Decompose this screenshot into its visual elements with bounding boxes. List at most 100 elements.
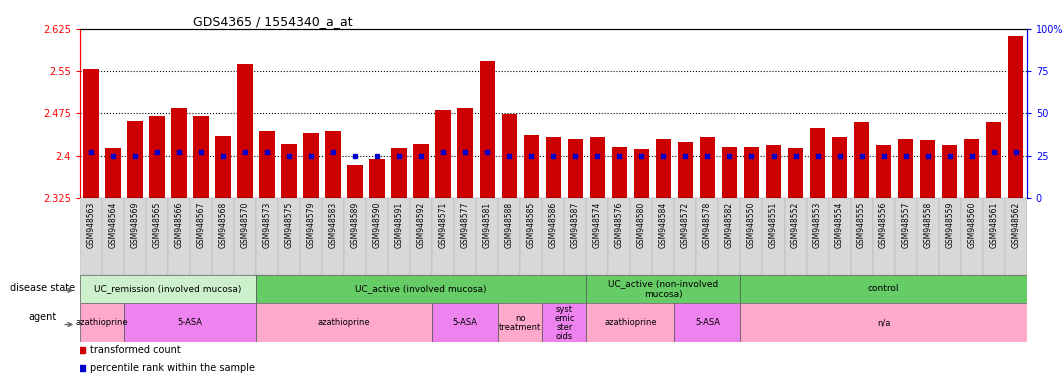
Bar — [281, 144, 297, 198]
Text: GSM948570: GSM948570 — [240, 202, 249, 248]
Text: no
treatment: no treatment — [499, 314, 542, 331]
Bar — [256, 303, 432, 342]
Bar — [458, 108, 472, 198]
Bar — [523, 135, 539, 198]
Bar — [850, 198, 872, 275]
Bar — [194, 116, 209, 198]
Bar — [920, 140, 935, 198]
Bar — [787, 148, 803, 198]
Text: GSM948592: GSM948592 — [417, 202, 426, 248]
Bar — [1004, 198, 1027, 275]
Bar — [260, 131, 275, 198]
Bar — [344, 198, 366, 275]
Text: GSM948585: GSM948585 — [527, 202, 536, 248]
Bar — [326, 131, 340, 198]
Bar — [630, 198, 652, 275]
Bar — [171, 108, 186, 198]
Text: UC_remission (involved mucosa): UC_remission (involved mucosa) — [95, 285, 242, 293]
Text: 5-ASA: 5-ASA — [178, 318, 202, 327]
Bar — [983, 198, 1004, 275]
Bar — [388, 198, 410, 275]
Text: GSM948567: GSM948567 — [197, 202, 205, 248]
Text: n/a: n/a — [877, 318, 891, 327]
Text: GSM948559: GSM948559 — [945, 202, 954, 248]
Text: GSM948580: GSM948580 — [637, 202, 646, 248]
Bar — [986, 122, 1001, 198]
Bar — [322, 198, 344, 275]
Text: GSM948591: GSM948591 — [395, 202, 403, 248]
Bar — [784, 198, 807, 275]
Text: GSM948566: GSM948566 — [174, 202, 183, 248]
Text: GSM948562: GSM948562 — [1011, 202, 1020, 248]
Bar — [564, 198, 586, 275]
Text: GSM948555: GSM948555 — [858, 202, 866, 248]
Text: transformed count: transformed count — [90, 345, 181, 356]
Text: GSM948579: GSM948579 — [306, 202, 316, 248]
Bar — [435, 110, 451, 198]
Text: GSM948565: GSM948565 — [152, 202, 162, 248]
Bar — [586, 303, 675, 342]
Bar — [546, 137, 561, 198]
Text: GSM948554: GSM948554 — [835, 202, 844, 248]
Text: GSM948590: GSM948590 — [372, 202, 382, 248]
Bar — [612, 147, 627, 198]
Bar — [278, 198, 300, 275]
Bar — [498, 198, 520, 275]
Text: syst
emic
ster
oids: syst emic ster oids — [554, 305, 575, 341]
Bar — [347, 165, 363, 198]
Bar — [80, 303, 123, 342]
Text: UC_active (involved mucosa): UC_active (involved mucosa) — [355, 285, 487, 293]
Bar — [149, 116, 165, 198]
Text: GSM948589: GSM948589 — [350, 202, 360, 248]
Bar — [105, 147, 120, 198]
Text: GSM948553: GSM948553 — [813, 202, 822, 248]
Bar — [700, 137, 715, 198]
Bar — [655, 139, 671, 198]
Text: agent: agent — [29, 312, 56, 322]
Bar — [697, 198, 718, 275]
Text: GSM948569: GSM948569 — [131, 202, 139, 248]
Bar — [964, 139, 979, 198]
Bar — [256, 275, 586, 303]
Text: GSM948577: GSM948577 — [461, 202, 469, 248]
Bar — [854, 122, 869, 198]
Text: GSM948573: GSM948573 — [263, 202, 271, 248]
Text: disease state: disease state — [11, 283, 76, 293]
Text: percentile rank within the sample: percentile rank within the sample — [90, 362, 255, 373]
Text: GSM948563: GSM948563 — [86, 202, 96, 248]
Text: GSM948561: GSM948561 — [990, 202, 998, 248]
Bar — [938, 198, 961, 275]
Bar — [303, 133, 319, 198]
Text: GSM948552: GSM948552 — [791, 202, 800, 248]
Text: UC_active (non-involved
mucosa): UC_active (non-involved mucosa) — [609, 279, 718, 299]
Bar — [763, 198, 784, 275]
Bar — [872, 198, 895, 275]
Text: azathioprine: azathioprine — [318, 318, 370, 327]
Bar — [567, 139, 583, 198]
Bar — [410, 198, 432, 275]
Bar — [652, 198, 675, 275]
Bar — [807, 198, 829, 275]
Text: azathioprine: azathioprine — [604, 318, 656, 327]
Bar — [895, 198, 917, 275]
Bar — [942, 145, 958, 198]
Text: GSM948575: GSM948575 — [284, 202, 294, 248]
Bar — [392, 148, 406, 198]
Bar — [586, 275, 741, 303]
Bar — [369, 159, 385, 198]
Text: GSM948588: GSM948588 — [504, 202, 514, 248]
Text: GSM948551: GSM948551 — [769, 202, 778, 248]
Bar — [609, 198, 630, 275]
Bar — [741, 303, 1027, 342]
Text: 5-ASA: 5-ASA — [695, 318, 720, 327]
Text: GDS4365 / 1554340_a_at: GDS4365 / 1554340_a_at — [194, 15, 353, 28]
Bar — [741, 198, 763, 275]
Bar — [876, 146, 892, 198]
Bar — [741, 275, 1027, 303]
Bar — [189, 198, 212, 275]
Bar — [589, 137, 605, 198]
Bar — [718, 198, 741, 275]
Text: GSM948564: GSM948564 — [109, 202, 117, 248]
Bar — [234, 198, 256, 275]
Bar — [675, 303, 741, 342]
